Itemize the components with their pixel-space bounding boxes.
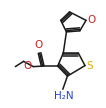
Text: O: O xyxy=(23,61,31,71)
Text: H₂N: H₂N xyxy=(54,91,74,101)
Text: O: O xyxy=(34,40,43,50)
Text: S: S xyxy=(87,61,93,71)
Text: O: O xyxy=(88,15,96,25)
